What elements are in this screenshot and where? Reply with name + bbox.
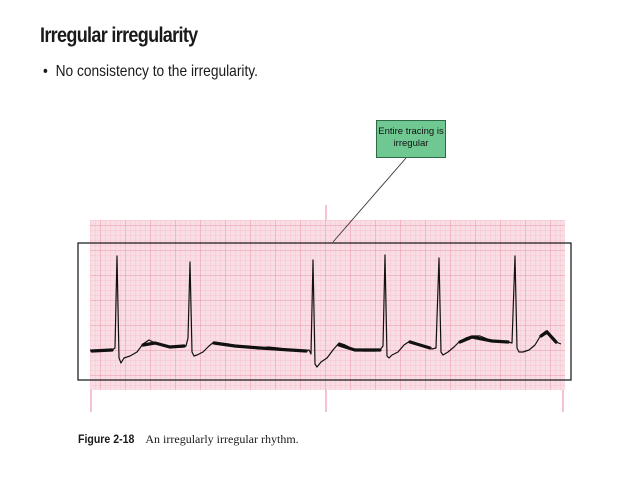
- bullet-text: No consistency to the irregularity.: [55, 63, 258, 80]
- callout-text-line1: Entire tracing is: [378, 126, 444, 137]
- tracing-frame: [77, 242, 572, 381]
- slide-title: Irregular irregularity: [40, 24, 198, 47]
- bullet-list-item: • No consistency to the irregularity.: [43, 63, 258, 81]
- ecg-paper: [90, 220, 565, 390]
- figure-caption: Figure 2-18 An irregularly irregular rhy…: [78, 432, 299, 447]
- callout-pointer: [332, 157, 407, 243]
- callout-text-line2: irregular: [393, 138, 429, 149]
- callout-box: Entire tracing is irregular: [376, 120, 446, 158]
- paper-tick-marks: [90, 205, 564, 412]
- bullet-dot-icon: •: [43, 63, 48, 80]
- caption-label: Figure 2-18: [78, 432, 135, 446]
- caption-text: An irregularly irregular rhythm.: [145, 432, 299, 446]
- ecg-trace-baseline-thick: [90, 329, 558, 353]
